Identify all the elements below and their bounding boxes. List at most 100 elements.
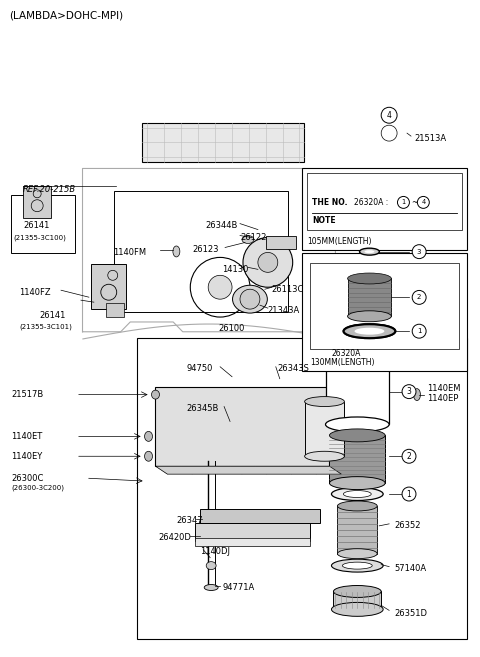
- Text: 21517B: 21517B: [12, 390, 44, 399]
- Circle shape: [402, 384, 416, 399]
- Circle shape: [412, 325, 426, 338]
- Bar: [266, 236, 296, 250]
- Text: 26320A: 26320A: [332, 349, 361, 357]
- Ellipse shape: [344, 325, 396, 338]
- Ellipse shape: [355, 328, 384, 334]
- Text: REF.20-215B: REF.20-215B: [23, 185, 76, 194]
- Text: 94750: 94750: [186, 364, 213, 373]
- Text: 4: 4: [421, 199, 425, 206]
- Text: 26420D: 26420D: [158, 533, 192, 542]
- Text: 1140DJ: 1140DJ: [200, 547, 230, 556]
- Text: (26300-3C200): (26300-3C200): [12, 485, 64, 491]
- Text: 57140A: 57140A: [394, 564, 426, 573]
- Circle shape: [412, 290, 426, 304]
- Text: 1: 1: [401, 199, 406, 206]
- Bar: [195, 523, 310, 541]
- Text: 105MM(LENGTH): 105MM(LENGTH): [307, 237, 372, 246]
- Text: 26113C: 26113C: [272, 284, 304, 294]
- Bar: [325, 357, 389, 424]
- Bar: [11, 194, 75, 254]
- Ellipse shape: [332, 602, 383, 616]
- Ellipse shape: [204, 585, 218, 591]
- Bar: [329, 436, 385, 483]
- Text: ~: ~: [411, 198, 418, 207]
- Bar: [334, 591, 381, 609]
- Text: 26100: 26100: [218, 325, 244, 334]
- Ellipse shape: [152, 390, 159, 399]
- Bar: [305, 401, 344, 456]
- Ellipse shape: [348, 311, 391, 322]
- Text: 26141: 26141: [39, 311, 66, 319]
- Text: (21355-3C100): (21355-3C100): [13, 235, 66, 240]
- Circle shape: [208, 275, 232, 299]
- Ellipse shape: [332, 487, 383, 501]
- Text: 26352: 26352: [394, 522, 420, 530]
- Text: 14130: 14130: [222, 265, 249, 274]
- Ellipse shape: [332, 559, 383, 572]
- Text: 1: 1: [417, 328, 421, 334]
- Ellipse shape: [144, 432, 153, 442]
- Circle shape: [402, 449, 416, 463]
- Ellipse shape: [144, 451, 153, 461]
- Text: 3: 3: [417, 248, 421, 255]
- Bar: [302, 168, 467, 250]
- Ellipse shape: [334, 585, 381, 597]
- Bar: [106, 303, 124, 317]
- Bar: [137, 338, 467, 639]
- Text: 4: 4: [387, 111, 392, 120]
- Ellipse shape: [206, 562, 216, 570]
- Ellipse shape: [360, 248, 379, 255]
- Bar: [337, 506, 377, 554]
- Text: 3: 3: [407, 387, 411, 396]
- Ellipse shape: [305, 397, 344, 407]
- Ellipse shape: [329, 476, 385, 489]
- Bar: [200, 509, 320, 523]
- Text: (21355-3C101): (21355-3C101): [19, 324, 72, 330]
- Ellipse shape: [232, 285, 267, 313]
- Text: (LAMBDA>DOHC-MPI): (LAMBDA>DOHC-MPI): [9, 11, 123, 21]
- Text: THE NO.: THE NO.: [312, 198, 348, 207]
- Text: 26347: 26347: [176, 516, 203, 526]
- Bar: [23, 186, 51, 217]
- Circle shape: [243, 238, 293, 287]
- Text: 1140FZ: 1140FZ: [19, 288, 51, 297]
- Ellipse shape: [329, 429, 385, 442]
- Ellipse shape: [413, 389, 420, 401]
- Ellipse shape: [305, 451, 344, 461]
- Bar: [91, 264, 126, 309]
- Bar: [302, 254, 467, 371]
- Text: 26351D: 26351D: [394, 609, 427, 618]
- Text: 26141: 26141: [23, 221, 49, 230]
- Ellipse shape: [173, 246, 180, 257]
- Polygon shape: [156, 466, 341, 474]
- Text: 2: 2: [407, 452, 411, 461]
- Text: 26320A :: 26320A :: [354, 198, 388, 207]
- Circle shape: [418, 196, 429, 208]
- Bar: [310, 263, 459, 349]
- Text: 1140ET: 1140ET: [12, 432, 43, 441]
- Text: 26123: 26123: [192, 245, 219, 254]
- Text: 26122: 26122: [240, 233, 266, 242]
- Circle shape: [402, 487, 416, 501]
- Text: 1140FM: 1140FM: [113, 248, 146, 257]
- Text: 26300C: 26300C: [12, 474, 44, 483]
- Text: 21513A: 21513A: [414, 133, 446, 143]
- Bar: [114, 191, 288, 312]
- Ellipse shape: [337, 549, 377, 558]
- Text: 26343S: 26343S: [278, 364, 310, 373]
- Bar: [307, 173, 462, 230]
- Text: 26344B: 26344B: [205, 221, 238, 230]
- Circle shape: [381, 107, 397, 124]
- Ellipse shape: [364, 250, 374, 253]
- Text: NOTE: NOTE: [312, 215, 336, 225]
- Bar: [142, 123, 304, 162]
- Circle shape: [240, 289, 260, 309]
- Ellipse shape: [342, 562, 372, 569]
- Text: 1140EM: 1140EM: [427, 384, 460, 393]
- Bar: [195, 538, 310, 546]
- Text: 26345B: 26345B: [186, 404, 219, 413]
- Circle shape: [397, 196, 409, 208]
- Bar: [348, 279, 391, 316]
- Text: 1140EP: 1140EP: [427, 394, 458, 403]
- Text: 21343A: 21343A: [268, 306, 300, 315]
